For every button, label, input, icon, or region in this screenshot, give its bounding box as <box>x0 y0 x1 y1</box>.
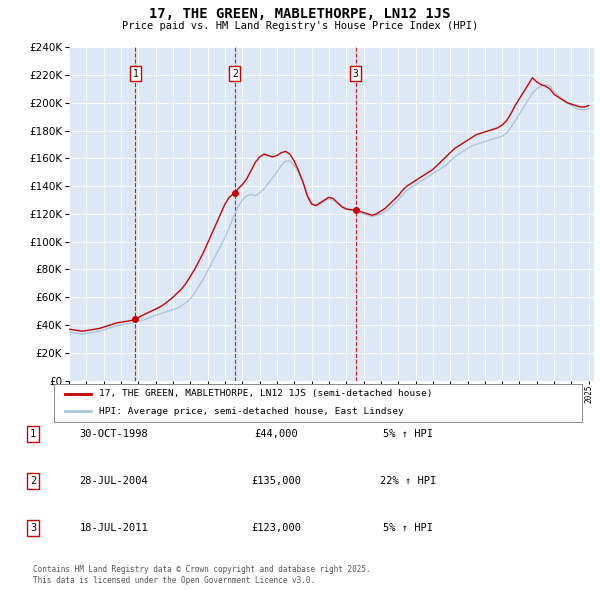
Text: 5% ↑ HPI: 5% ↑ HPI <box>383 523 433 533</box>
Text: 1: 1 <box>30 429 36 438</box>
Text: 2: 2 <box>30 476 36 486</box>
Text: 17, THE GREEN, MABLETHORPE, LN12 1JS (semi-detached house): 17, THE GREEN, MABLETHORPE, LN12 1JS (se… <box>99 389 433 398</box>
Text: £44,000: £44,000 <box>254 429 298 438</box>
Text: Contains HM Land Registry data © Crown copyright and database right 2025.
This d: Contains HM Land Registry data © Crown c… <box>33 565 371 585</box>
Text: 17, THE GREEN, MABLETHORPE, LN12 1JS: 17, THE GREEN, MABLETHORPE, LN12 1JS <box>149 7 451 21</box>
Text: 22% ↑ HPI: 22% ↑ HPI <box>380 476 436 486</box>
Text: 1: 1 <box>133 68 138 78</box>
Text: £135,000: £135,000 <box>251 476 301 486</box>
Text: Price paid vs. HM Land Registry's House Price Index (HPI): Price paid vs. HM Land Registry's House … <box>122 21 478 31</box>
Text: 3: 3 <box>353 68 359 78</box>
Text: 3: 3 <box>30 523 36 533</box>
Text: HPI: Average price, semi-detached house, East Lindsey: HPI: Average price, semi-detached house,… <box>99 407 404 416</box>
Text: 2: 2 <box>232 68 238 78</box>
Text: 18-JUL-2011: 18-JUL-2011 <box>80 523 148 533</box>
Text: 30-OCT-1998: 30-OCT-1998 <box>80 429 148 438</box>
Text: £123,000: £123,000 <box>251 523 301 533</box>
Text: 28-JUL-2004: 28-JUL-2004 <box>80 476 148 486</box>
Text: 5% ↑ HPI: 5% ↑ HPI <box>383 429 433 438</box>
